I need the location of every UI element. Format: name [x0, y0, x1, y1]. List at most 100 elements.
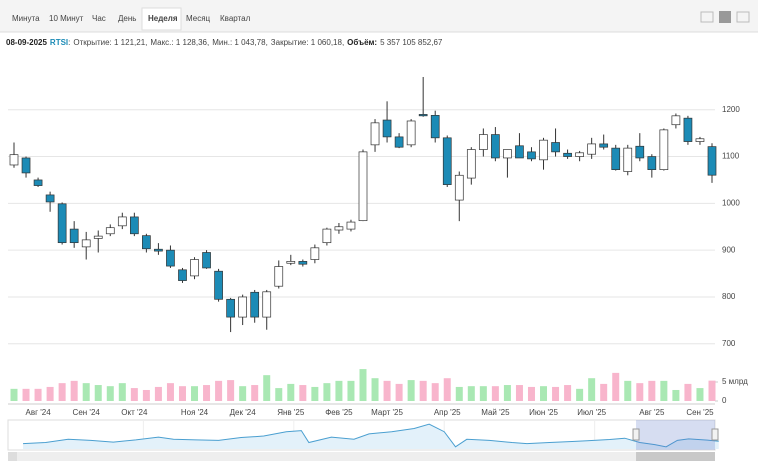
- x-tick-label: Сен '24: [73, 408, 101, 417]
- y-tick-label: 700: [722, 339, 736, 348]
- tab[interactable]: День: [118, 14, 136, 23]
- volume-bar: [696, 388, 704, 401]
- y-tick-label: 800: [722, 292, 736, 301]
- volume-bar: [311, 386, 319, 401]
- volume-bar: [431, 383, 439, 401]
- candle-body: [322, 228, 332, 244]
- volume-bar: [612, 372, 620, 401]
- volume-bar: [323, 383, 331, 401]
- volume-bar: [540, 386, 548, 401]
- volume-bar: [251, 385, 259, 401]
- volume-bar: [672, 389, 680, 401]
- tab[interactable]: Минута: [12, 14, 40, 23]
- candle-body: [683, 117, 693, 142]
- volume-bar: [624, 380, 632, 401]
- candle-body: [298, 261, 308, 265]
- candle-body: [527, 151, 536, 160]
- volume-bar: [191, 386, 199, 401]
- volume-bar: [166, 383, 174, 401]
- candle-icon[interactable]: [719, 11, 731, 23]
- candle-body: [503, 149, 512, 159]
- candle-body: [214, 270, 223, 300]
- line-icon[interactable]: [700, 11, 714, 23]
- volume-bar: [552, 386, 560, 401]
- volume-bar: [660, 380, 668, 401]
- candle-body: [142, 235, 151, 250]
- volume-bar: [395, 383, 403, 401]
- scroll-left[interactable]: [8, 452, 17, 461]
- candle-body: [262, 291, 272, 318]
- candle-body: [178, 269, 187, 281]
- candle-body: [166, 249, 175, 267]
- candle-body: [575, 152, 584, 157]
- info-field: Макс.: 1 128,36,: [150, 38, 209, 47]
- x-tick-label: Сен '25: [686, 408, 714, 417]
- bar-icon[interactable]: [736, 11, 750, 23]
- scroll-track[interactable]: [8, 452, 715, 461]
- volume-bar: [491, 386, 499, 401]
- y-tick-label: 1100: [722, 152, 740, 161]
- candle-body: [129, 216, 139, 235]
- navigator-handle[interactable]: [711, 428, 719, 441]
- volume-bar: [10, 388, 18, 401]
- scrollbar: [8, 452, 715, 461]
- candle-body: [81, 239, 91, 248]
- candle-body: [286, 261, 296, 264]
- tab[interactable]: Час: [92, 14, 106, 23]
- y-tick-label: 900: [722, 245, 736, 254]
- volume-bar: [359, 369, 367, 401]
- active-tab: [141, 7, 182, 31]
- scroll-thumb[interactable]: [636, 452, 715, 461]
- volume-bar: [708, 380, 716, 401]
- candle-body: [466, 149, 476, 179]
- candle-body: [202, 252, 211, 269]
- candle-body: [659, 129, 669, 171]
- candle-body: [478, 134, 488, 150]
- candle-body: [587, 143, 597, 155]
- volume-bar: [515, 385, 523, 401]
- candle-body: [635, 145, 645, 159]
- candle-body: [117, 216, 127, 227]
- volume-bar: [576, 388, 584, 401]
- candle-body: [442, 137, 452, 185]
- volume-bar: [455, 386, 463, 401]
- candle-body: [382, 119, 392, 138]
- candle-body: [599, 143, 609, 148]
- candle-body: [430, 115, 440, 139]
- navigator-handle[interactable]: [632, 428, 640, 441]
- toolbar: [0, 0, 758, 32]
- candle-body: [515, 145, 524, 159]
- volume-bar: [335, 380, 343, 401]
- info-volume-label: Объём:: [347, 38, 377, 47]
- x-tick-label: Янв '25: [277, 408, 305, 417]
- x-tick-label: Дек '24: [230, 408, 257, 417]
- candle-body: [33, 179, 43, 186]
- tab[interactable]: Неделя: [148, 14, 178, 23]
- x-tick-label: Май '25: [481, 408, 510, 417]
- x-tick-label: Март '25: [371, 408, 403, 417]
- candle-body: [394, 136, 404, 148]
- candle-body: [623, 147, 633, 172]
- volume-tick-label: 5 млрд: [722, 377, 748, 386]
- tab[interactable]: Месяц: [186, 14, 211, 23]
- volume-bar: [106, 386, 114, 401]
- volume-bar: [22, 388, 30, 401]
- volume-bar: [467, 386, 475, 401]
- tab[interactable]: Квартал: [220, 14, 251, 23]
- candle-body: [695, 138, 705, 142]
- volume-bar: [58, 383, 66, 401]
- candle-body: [334, 226, 344, 231]
- navigator-area: [23, 424, 719, 449]
- navigator-window[interactable]: [636, 420, 715, 450]
- info-field: Открытие: 1 121,21,: [73, 38, 147, 47]
- candle-body: [250, 291, 260, 318]
- x-tick-label: Июл '25: [577, 408, 606, 417]
- volume-bar: [215, 380, 223, 401]
- info-volume-value: 5 357 105 852,67: [380, 38, 443, 47]
- view-icons: [700, 11, 750, 23]
- volume-bar: [443, 378, 451, 401]
- x-tick-label: Авг '24: [25, 408, 51, 417]
- tab[interactable]: 10 Минут: [49, 14, 84, 23]
- volume-bar: [419, 380, 427, 401]
